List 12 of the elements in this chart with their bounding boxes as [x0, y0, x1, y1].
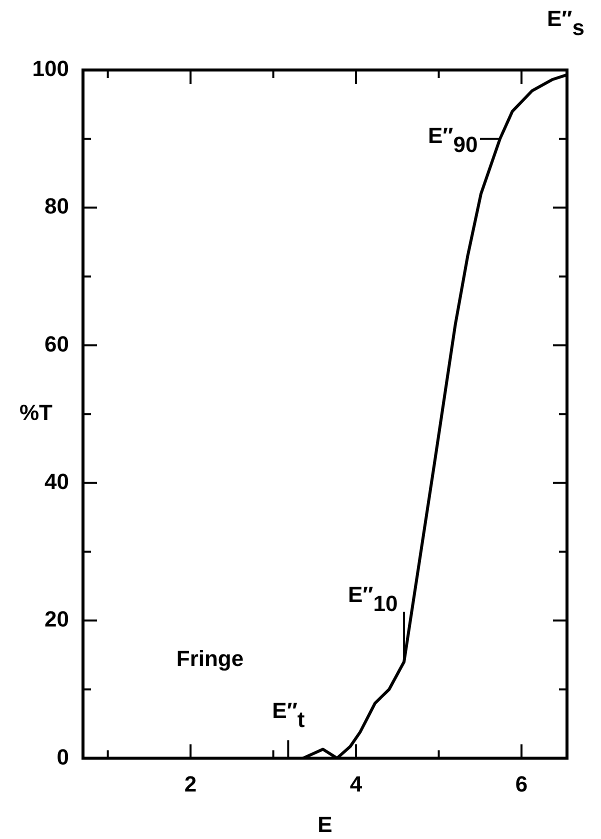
x-axis-title: E [318, 812, 332, 837]
y-tick-label: 40 [44, 468, 69, 494]
y-tick-label: 60 [44, 331, 69, 356]
y-tick-label: 0 [56, 744, 69, 770]
annotation: Fringe [176, 646, 244, 672]
y-tick-label: 100 [32, 56, 69, 82]
x-tick-label: 2 [184, 771, 197, 796]
y-tick-label: 20 [44, 606, 69, 632]
y-axis-title: %T [20, 400, 54, 426]
y-tick-label: 80 [44, 194, 69, 219]
x-tick-label: 4 [350, 771, 363, 796]
x-tick-label: 6 [515, 771, 528, 796]
